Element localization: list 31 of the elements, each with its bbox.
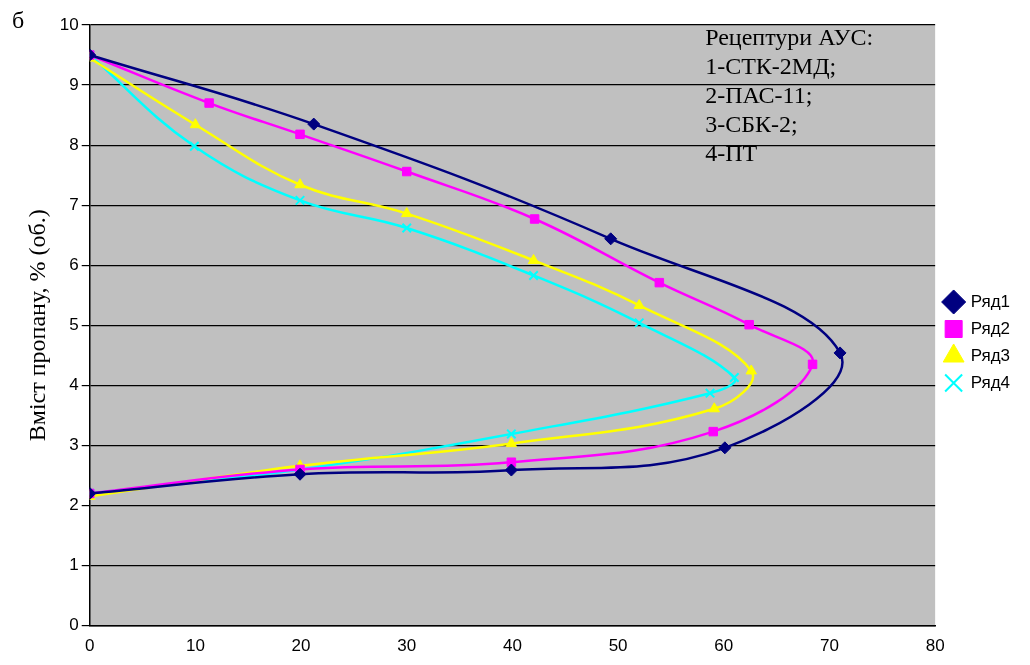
x-tick-label: 20 bbox=[291, 636, 311, 656]
y-tick-label: 8 bbox=[69, 134, 79, 154]
y-axis-title: Вміст пропану, % (об.) bbox=[23, 209, 50, 442]
y-tick-label: 3 bbox=[69, 435, 79, 455]
annotation: 1-СТК-2МД; bbox=[705, 53, 837, 80]
x-tick-label: 80 bbox=[925, 636, 945, 656]
annotation: 4-ПТ bbox=[705, 140, 758, 167]
annotation: Рецептури АУС: bbox=[705, 24, 874, 51]
x-tick-label: 40 bbox=[502, 636, 522, 656]
y-tick-label: 5 bbox=[69, 314, 79, 334]
y-tick-label: 0 bbox=[69, 615, 79, 635]
y-tick-label: 4 bbox=[69, 375, 79, 395]
x-tick-label: 70 bbox=[820, 636, 839, 656]
annotation: 2-ПАС-11; bbox=[705, 82, 813, 109]
y-tick-label: 7 bbox=[69, 194, 79, 214]
legend-label: Ряд2 bbox=[970, 318, 1011, 338]
x-tick-label: 10 bbox=[185, 636, 205, 656]
annotation: 3-СБК-2; bbox=[705, 111, 798, 138]
y-tick-label: 2 bbox=[69, 495, 79, 515]
legend-label: Ряд1 bbox=[970, 291, 1011, 311]
y-tick-label: 10 bbox=[59, 14, 79, 34]
y-tick-label: 1 bbox=[69, 555, 79, 575]
x-tick-label: 50 bbox=[608, 636, 628, 656]
y-tick-label: 6 bbox=[69, 254, 79, 274]
x-tick-label: 60 bbox=[714, 636, 734, 656]
x-tick-label: 30 bbox=[397, 636, 417, 656]
legend-label: Ряд4 bbox=[970, 372, 1011, 392]
text: б bbox=[12, 7, 25, 34]
legend-label: Ряд3 bbox=[970, 345, 1011, 365]
x-tick-label: 0 bbox=[84, 636, 95, 656]
y-tick-label: 9 bbox=[69, 74, 79, 94]
